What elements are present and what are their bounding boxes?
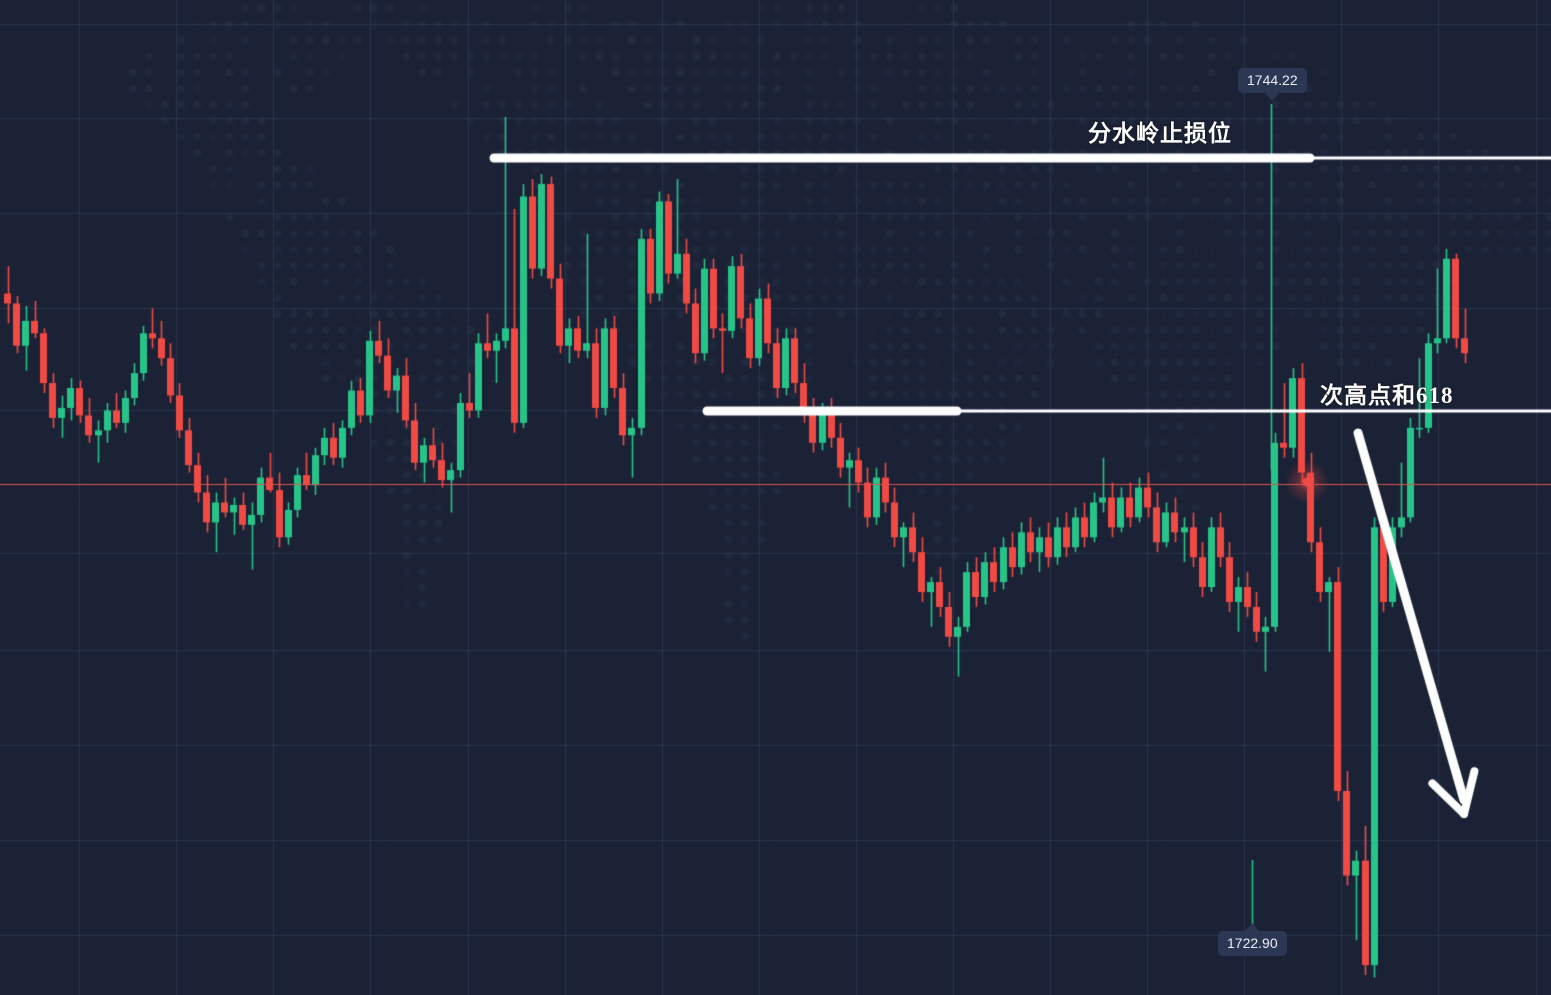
price-tag-high: 1744.22 bbox=[1238, 68, 1307, 101]
price-tag-low: 1722.90 bbox=[1218, 923, 1287, 956]
annotation-second-high-label: 次高点和618 bbox=[1320, 383, 1454, 408]
annotation-stop-loss-label: 分水岭止损位 bbox=[1088, 121, 1232, 146]
